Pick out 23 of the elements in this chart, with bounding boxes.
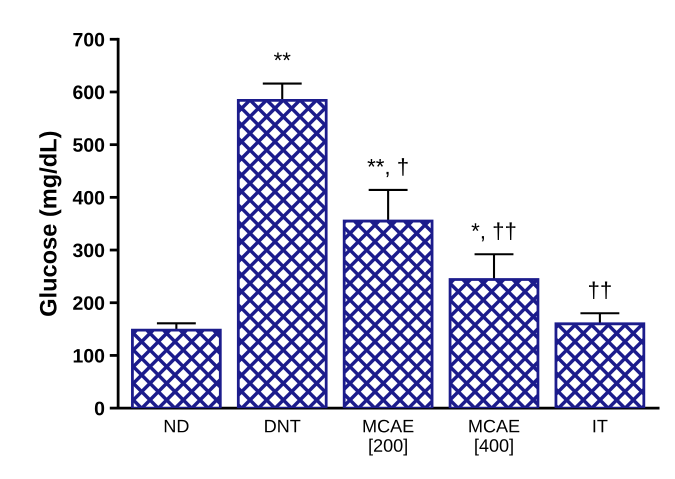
y-tick-label: 0 bbox=[94, 402, 104, 416]
x-tick-label: DNT bbox=[265, 420, 300, 432]
y-tick-label: 300 bbox=[72, 244, 104, 258]
x-tick-label: MCAE [400] bbox=[469, 420, 520, 456]
y-tick-label: 500 bbox=[73, 138, 104, 152]
y-tick-label: 100 bbox=[74, 348, 104, 363]
x-tick-label: MCAE [200] bbox=[364, 420, 414, 456]
x-tick-label: ND bbox=[164, 420, 189, 432]
annotation: ** bbox=[274, 52, 291, 60]
bar bbox=[131, 328, 222, 408]
bar bbox=[342, 220, 434, 408]
annotation: *, †† bbox=[472, 222, 516, 242]
x-tick-label: IT bbox=[594, 420, 608, 432]
bar bbox=[236, 99, 328, 408]
bar bbox=[554, 322, 646, 408]
annotation: †† bbox=[589, 281, 611, 300]
y-tick-label: 200 bbox=[73, 296, 104, 310]
annotation: **, † bbox=[367, 158, 408, 178]
bar bbox=[448, 278, 540, 408]
y-tick-label: 700 bbox=[73, 32, 104, 47]
y-axis-title: Glucose (mg/dL) bbox=[39, 132, 62, 316]
y-tick-label: 600 bbox=[73, 85, 104, 100]
y-tick-label: 400 bbox=[72, 190, 104, 205]
